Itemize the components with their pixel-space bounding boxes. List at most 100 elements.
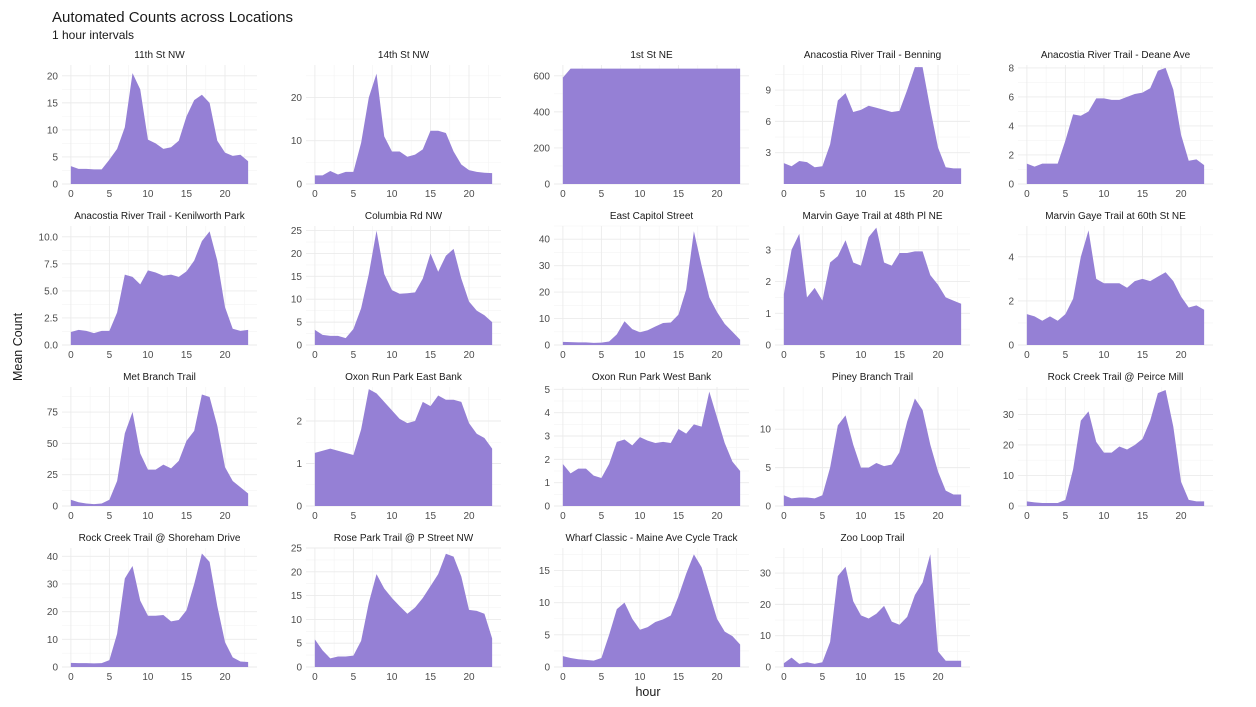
x-tick-label: 15: [181, 350, 193, 361]
y-tick-label: 15: [47, 98, 59, 109]
facet-title: Columbia Rd NW: [365, 211, 443, 222]
y-tick-label: 0: [296, 180, 302, 191]
y-tick-label: 0.0: [44, 341, 58, 352]
y-tick-label: 5: [296, 639, 302, 650]
y-tick-label: 1: [544, 478, 550, 489]
facet-title: Zoo Loop Trail: [841, 533, 905, 544]
x-tick-label: 5: [599, 511, 605, 522]
x-tick-label: 15: [894, 672, 906, 683]
x-tick-label: 5: [1063, 511, 1069, 522]
x-tick-label: 5: [599, 350, 605, 361]
chart-subtitle: 1 hour intervals: [52, 28, 134, 42]
facet-panel: Zoo Loop Trail 0 10 20 30 0 5 10 15 20: [760, 533, 970, 683]
x-tick-label: 10: [1098, 511, 1110, 522]
series-area: [314, 73, 493, 184]
series-area: [783, 67, 962, 184]
facet-panel: 14th St NW 0 10 20 0 5 10 15 20: [291, 50, 501, 200]
y-tick-label: 75: [47, 408, 59, 419]
series-area: [562, 391, 741, 506]
facet-title: Anacostia River Trail - Deane Ave: [1041, 50, 1191, 61]
facet-panel: Columbia Rd NW 0 5 10 15 20 25 0 5 10 15 20: [291, 211, 501, 361]
x-tick-label: 20: [463, 189, 475, 200]
y-tick-label: 5: [296, 318, 302, 329]
facet-panel: Rose Park Trail @ P Street NW 0 5 10 15 20 25 0…: [291, 533, 501, 683]
series-area: [1026, 390, 1205, 506]
x-tick-label: 15: [425, 350, 437, 361]
y-tick-label: 10: [760, 631, 772, 642]
x-tick-label: 0: [68, 350, 74, 361]
x-tick-label: 10: [142, 672, 154, 683]
series-area: [314, 553, 493, 667]
y-tick-label: 2: [765, 277, 771, 288]
x-tick-label: 5: [351, 350, 357, 361]
x-tick-label: 0: [560, 672, 566, 683]
series-area: [70, 231, 249, 345]
y-tick-label: 4: [544, 408, 550, 419]
facet-title: Marvin Gaye Trail at 48th Pl NE: [802, 211, 942, 222]
y-tick-label: 15: [539, 566, 551, 577]
x-tick-label: 5: [820, 350, 826, 361]
x-tick-label: 10: [855, 189, 867, 200]
y-tick-label: 40: [539, 235, 551, 246]
y-tick-label: 30: [760, 569, 772, 580]
x-tick-label: 5: [820, 511, 826, 522]
series-area: [70, 394, 249, 506]
x-tick-label: 0: [68, 511, 74, 522]
series-area: [783, 227, 962, 345]
y-tick-label: 40: [47, 552, 59, 563]
series-area: [783, 554, 962, 667]
facet-panel: East Capitol Street 0 10 20 30 40 0 5 10 15 20: [539, 211, 749, 361]
y-tick-label: 3: [765, 245, 771, 256]
x-tick-label: 0: [68, 672, 74, 683]
y-tick-label: 6: [1008, 92, 1014, 103]
facet-panel: Rock Creek Trail @ Peirce Mill 0 10 20 30 0 5 1…: [1003, 372, 1213, 522]
y-tick-label: 20: [1003, 440, 1015, 451]
x-tick-label: 0: [68, 189, 74, 200]
x-tick-label: 20: [932, 511, 944, 522]
y-tick-label: 20: [291, 567, 303, 578]
x-tick-label: 10: [634, 350, 646, 361]
x-tick-label: 15: [894, 350, 906, 361]
y-tick-label: 15: [291, 591, 303, 602]
facet-panel: Piney Branch Trail 0 5 10 0 5 10 15 20: [760, 372, 970, 522]
y-tick-label: 10: [760, 425, 772, 436]
y-tick-label: 10: [291, 615, 303, 626]
x-tick-label: 5: [1063, 189, 1069, 200]
facet-panel: Oxon Run Park West Bank 0 1 2 3 4 5 0 5 10 15 20: [544, 372, 749, 522]
x-tick-label: 10: [142, 189, 154, 200]
y-tick-label: 0: [544, 502, 550, 513]
facet-title: Piney Branch Trail: [832, 372, 913, 383]
y-tick-label: 10: [539, 598, 551, 609]
facet-panel: 11th St NW 0 5 10 15 20 0 5 10 15 20: [47, 50, 257, 200]
x-tick-label: 20: [219, 672, 231, 683]
x-tick-label: 15: [1137, 189, 1149, 200]
y-tick-label: 20: [47, 607, 59, 618]
x-tick-label: 15: [425, 511, 437, 522]
x-tick-label: 20: [219, 350, 231, 361]
y-tick-label: 3: [544, 432, 550, 443]
y-tick-label: 4: [1008, 252, 1014, 263]
x-tick-label: 20: [1175, 189, 1187, 200]
x-tick-label: 10: [386, 672, 398, 683]
y-tick-label: 0: [1008, 502, 1014, 513]
series-area: [562, 554, 741, 667]
x-tick-label: 15: [894, 511, 906, 522]
x-tick-label: 10: [386, 511, 398, 522]
y-tick-label: 20: [47, 71, 59, 82]
y-tick-label: 0: [296, 502, 302, 513]
y-tick-label: 20: [539, 288, 551, 299]
x-tick-label: 0: [781, 672, 787, 683]
facet-title: Rock Creek Trail @ Shoreham Drive: [79, 533, 241, 544]
x-tick-label: 15: [181, 189, 193, 200]
y-tick-label: 2: [544, 455, 550, 466]
x-tick-label: 20: [219, 189, 231, 200]
y-tick-label: 5: [544, 630, 550, 641]
x-tick-label: 20: [711, 189, 723, 200]
facet-title: 11th St NW: [134, 50, 185, 61]
x-tick-label: 10: [1098, 350, 1110, 361]
x-tick-label: 5: [107, 350, 113, 361]
x-tick-label: 5: [107, 672, 113, 683]
